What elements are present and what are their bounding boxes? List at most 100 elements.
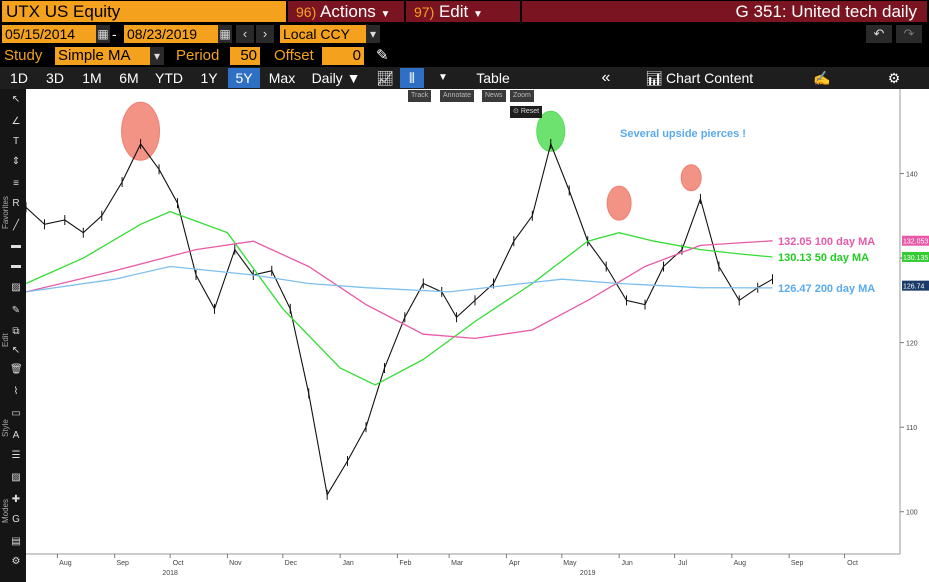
offset-input[interactable]: 0: [322, 47, 364, 65]
study-select[interactable]: Simple MA: [55, 47, 150, 65]
period-5y[interactable]: 5Y: [228, 68, 260, 88]
style-section-label: Style: [1, 419, 10, 437]
price-badge-label: 126.74: [903, 284, 925, 291]
period-1m[interactable]: 1M: [74, 68, 110, 88]
period-6m[interactable]: 6M: [112, 68, 146, 88]
pencil-icon[interactable]: ✎: [11, 305, 21, 316]
reset-button[interactable]: ⊙ Reset: [510, 106, 543, 118]
chevron-down-icon: ▼: [473, 9, 483, 20]
edit-label: Edit: [438, 2, 469, 21]
crosshair-icon[interactable]: ✚: [11, 494, 21, 505]
undo-icon[interactable]: ↶: [866, 25, 892, 43]
calendar-icon[interactable]: ▦: [96, 25, 110, 43]
mode-icon[interactable]: ▤: [11, 536, 21, 547]
refresh-icon[interactable]: G: [12, 514, 20, 525]
moving-averages: [26, 210, 773, 386]
x-tick-label: May: [563, 560, 577, 567]
brush-icon[interactable]: ╱: [12, 220, 20, 231]
x-tick-label: Aug: [59, 560, 72, 567]
period-ytd[interactable]: YTD: [148, 68, 190, 88]
style-a-icon[interactable]: A: [12, 430, 20, 441]
frame-icon[interactable]: ▭: [11, 408, 21, 419]
gear-icon[interactable]: ⚙: [11, 556, 21, 567]
frequency-select[interactable]: Daily ▼: [304, 68, 368, 88]
chevron-down-icon[interactable]: ▾: [150, 47, 164, 65]
x-tick-label: Sep: [116, 560, 129, 567]
reset-icon: ⊙: [513, 108, 519, 115]
x-tick-label: Feb: [399, 560, 411, 567]
actions-number: 96): [296, 4, 317, 20]
color-icon[interactable]: ▬: [11, 240, 21, 251]
x-tick-label: Apr: [509, 560, 521, 567]
fib-icon[interactable]: ≡: [13, 178, 19, 189]
ma-label: 126.47 200 day MA: [778, 283, 875, 295]
x-tick-label: Mar: [451, 560, 464, 567]
cursor-icon[interactable]: ↖: [11, 345, 21, 356]
bar-chart-icon[interactable]: ⫴: [400, 68, 424, 88]
rectangle-icon[interactable]: R: [12, 198, 20, 209]
period-max[interactable]: Max: [262, 68, 302, 88]
period-3d[interactable]: 3D: [38, 68, 72, 88]
price-series: [26, 138, 774, 500]
price-chart[interactable]: 100110120130140AugSepOctNovDecJanFebMarA…: [26, 89, 929, 582]
edit-menu[interactable]: 97) Edit ▼: [406, 1, 520, 22]
y-tick-label: 100: [906, 510, 918, 517]
measure-icon[interactable]: ⇕: [11, 156, 21, 167]
ticker-field[interactable]: UTX US Equity: [2, 1, 286, 22]
x-tick-label: Nov: [229, 560, 242, 567]
line-chart-icon[interactable]: 📈︎: [376, 70, 394, 86]
redo-icon[interactable]: ↷: [896, 25, 922, 43]
chart-content-button[interactable]: Chart Content: [666, 70, 754, 86]
y-axis-area: [900, 89, 929, 554]
line-width-icon[interactable]: ☰: [11, 450, 21, 461]
next-arrow-icon[interactable]: ›: [256, 25, 274, 43]
currency-select[interactable]: Local CCY: [280, 25, 366, 43]
x-tick-label: Dec: [285, 560, 298, 567]
news-tool[interactable]: News: [482, 90, 506, 102]
page-title: G 351: United tech daily: [522, 1, 927, 22]
marker-circles: [121, 101, 702, 221]
collapse-icon[interactable]: «: [601, 69, 611, 86]
edit-chart-icon[interactable]: ✍: [813, 70, 831, 86]
year-label: 2019: [580, 570, 596, 577]
table-button[interactable]: Table: [476, 70, 510, 86]
title-bar: UTX US Equity 96) Actions ▼ 97) Edit ▼ G…: [0, 0, 929, 23]
chevron-down-icon[interactable]: ▼: [438, 72, 448, 83]
x-axis-area: [26, 554, 929, 582]
calendar-icon[interactable]: ▦: [218, 25, 232, 43]
x-tick-label: Oct: [173, 560, 184, 567]
lasso-icon[interactable]: ⌇: [13, 386, 19, 397]
period-input[interactable]: 50: [230, 47, 260, 65]
range-bar: [0, 23, 929, 45]
pencil-icon[interactable]: ✎: [376, 47, 389, 64]
draw-line-icon[interactable]: ∠: [11, 116, 21, 127]
cursor-icon[interactable]: ↖: [11, 94, 21, 105]
zoom-tool[interactable]: Zoom: [510, 90, 534, 102]
period-1d[interactable]: 1D: [2, 68, 36, 88]
annotate-tool[interactable]: Annotate: [440, 90, 475, 102]
copy-icon[interactable]: ⧉: [12, 326, 20, 337]
moving-average-line: [26, 210, 773, 386]
modes-section-label: Modes: [1, 498, 10, 523]
x-tick-label: Sep: [791, 560, 804, 567]
y-tick-label: 110: [906, 425, 917, 432]
chevron-down-icon[interactable]: ▾: [366, 25, 380, 43]
moving-average-line: [26, 265, 773, 293]
fill-icon[interactable]: ▨: [11, 282, 21, 293]
highlight-icon[interactable]: ▨: [11, 472, 21, 483]
period-label: Period: [176, 47, 220, 64]
prev-arrow-icon[interactable]: ‹: [236, 25, 254, 43]
trash-icon[interactable]: 🗑︎: [10, 364, 23, 375]
line-style-icon[interactable]: ▬: [11, 260, 21, 271]
marker-circle: [121, 101, 161, 161]
text-tool-icon[interactable]: T: [12, 136, 20, 147]
end-date-field[interactable]: 08/23/2019: [124, 25, 218, 43]
price-badge-label: 130.135: [903, 255, 928, 262]
period-1y[interactable]: 1Y: [192, 68, 226, 88]
price-badge: [902, 251, 929, 262]
edit-section-label: Edit: [1, 333, 10, 347]
gear-icon[interactable]: ⚙: [887, 70, 901, 86]
track-tool[interactable]: Track: [408, 90, 432, 102]
start-date-field[interactable]: 05/15/2014: [2, 25, 96, 43]
actions-menu[interactable]: 96) Actions ▼: [288, 1, 404, 22]
